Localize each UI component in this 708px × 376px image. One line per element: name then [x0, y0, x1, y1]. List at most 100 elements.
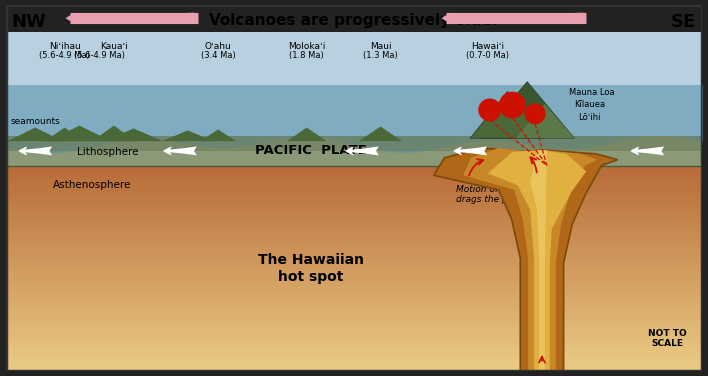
Bar — [6, 334, 702, 338]
Bar — [6, 268, 702, 273]
Bar — [6, 341, 702, 345]
Bar — [6, 193, 702, 197]
Text: (1.8 Ma): (1.8 Ma) — [290, 52, 324, 61]
Text: Motion of Pacific plate
drags the plume head: Motion of Pacific plate drags the plume … — [457, 185, 556, 205]
Bar — [6, 313, 702, 318]
Bar — [6, 344, 702, 349]
Bar — [6, 317, 702, 321]
Bar — [6, 358, 702, 362]
Polygon shape — [48, 126, 111, 141]
Bar — [6, 303, 702, 307]
Circle shape — [500, 92, 525, 118]
Text: PACIFIC  PLATE: PACIFIC PLATE — [255, 144, 367, 158]
Text: (1.3 Ma): (1.3 Ma) — [363, 52, 398, 61]
Polygon shape — [104, 129, 163, 141]
Text: Kauaʻi: Kauaʻi — [100, 42, 128, 51]
Bar — [6, 203, 702, 208]
Bar — [6, 361, 702, 365]
Bar — [6, 234, 702, 239]
Bar — [6, 258, 702, 262]
Bar — [6, 217, 702, 221]
Polygon shape — [470, 91, 545, 138]
Bar — [6, 32, 702, 149]
Bar — [6, 320, 702, 324]
Text: (3.4 Ma): (3.4 Ma) — [201, 52, 236, 61]
Text: seamounts: seamounts — [11, 117, 60, 126]
Bar — [6, 165, 702, 170]
Bar — [6, 241, 702, 246]
Text: The Hawaiian
hot spot: The Hawaiian hot spot — [258, 253, 364, 284]
Bar — [6, 275, 702, 280]
Text: Lōʻihi: Lōʻihi — [578, 113, 601, 121]
Circle shape — [525, 104, 545, 124]
Bar — [6, 252, 702, 256]
Polygon shape — [488, 150, 586, 371]
Bar — [6, 207, 702, 211]
Text: Volcanoes are progressively older: Volcanoes are progressively older — [209, 13, 499, 27]
Bar — [6, 224, 702, 228]
Text: Asthenosphere: Asthenosphere — [53, 180, 131, 190]
Bar — [6, 293, 702, 297]
Bar — [6, 368, 702, 373]
Bar — [6, 286, 702, 290]
Polygon shape — [92, 126, 135, 141]
Bar — [6, 196, 702, 201]
Bar — [6, 306, 702, 311]
Text: Lithosphere: Lithosphere — [76, 147, 138, 157]
Bar — [6, 327, 702, 331]
Bar — [6, 296, 702, 300]
Text: Kīlauea: Kīlauea — [574, 100, 605, 109]
Bar — [6, 272, 702, 276]
Bar — [6, 173, 702, 177]
Text: Mantle plume?: Mantle plume? — [553, 244, 563, 331]
Bar — [6, 190, 702, 194]
Bar — [6, 310, 702, 314]
Bar — [6, 347, 702, 352]
Polygon shape — [515, 104, 574, 138]
Polygon shape — [162, 130, 213, 141]
Bar — [6, 227, 702, 232]
Polygon shape — [480, 82, 574, 138]
Bar — [6, 354, 702, 359]
Bar — [6, 323, 702, 328]
Text: Oʻahu: Oʻahu — [205, 42, 232, 51]
Bar — [6, 136, 702, 151]
Bar — [6, 183, 702, 187]
Bar — [6, 365, 702, 369]
Bar — [6, 220, 702, 225]
Polygon shape — [359, 126, 402, 141]
Polygon shape — [200, 129, 236, 141]
Polygon shape — [8, 127, 63, 141]
Polygon shape — [287, 127, 326, 141]
Circle shape — [479, 99, 501, 121]
Bar — [6, 282, 702, 287]
Text: Maui: Maui — [370, 42, 392, 51]
Bar — [6, 238, 702, 242]
Bar — [6, 262, 702, 266]
Text: NOT TO
SCALE: NOT TO SCALE — [648, 329, 686, 348]
Text: Hawaiʻi: Hawaiʻi — [472, 42, 504, 51]
Bar — [6, 169, 702, 173]
Text: (5.6-4.9 Ma): (5.6-4.9 Ma) — [74, 52, 125, 61]
Bar — [6, 299, 702, 304]
Bar — [6, 255, 702, 259]
Bar — [6, 248, 702, 252]
Text: NW: NW — [11, 13, 47, 31]
Bar — [6, 214, 702, 218]
Text: Niʻihau: Niʻihau — [49, 42, 81, 51]
Bar — [6, 200, 702, 204]
Bar — [6, 351, 702, 355]
Polygon shape — [434, 148, 617, 371]
Text: SE: SE — [671, 13, 697, 31]
Text: (0.7-0 Ma): (0.7-0 Ma) — [467, 52, 509, 61]
Bar — [6, 330, 702, 335]
Bar — [6, 244, 702, 249]
Bar — [6, 136, 702, 165]
Text: Mauna Loa: Mauna Loa — [569, 88, 614, 97]
Bar — [6, 179, 702, 184]
Bar — [6, 289, 702, 294]
Polygon shape — [530, 150, 547, 371]
Bar — [6, 337, 702, 341]
Bar — [6, 265, 702, 270]
Bar — [6, 186, 702, 191]
